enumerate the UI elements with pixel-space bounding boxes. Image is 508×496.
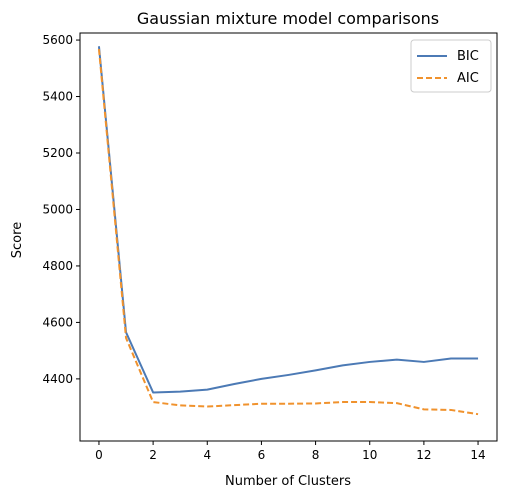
plot-frame [79,32,498,442]
y-axis-label: Score [10,222,25,258]
chart-title: Gaussian mixture model comparisons [137,9,439,28]
series-layer [97,46,479,416]
legend-box [410,39,492,93]
legend: BIC AIC [410,39,492,93]
y-axis: 4400 4600 4800 5000 5200 5400 5600 [42,33,80,386]
series-line-aic [97,48,479,416]
x-tick-label: 2 [149,448,157,462]
y-tick-label: 5000 [42,202,73,216]
x-tick-label: 14 [470,448,485,462]
y-tick-label: 5600 [42,33,73,47]
series-line-bic [97,46,479,394]
x-tick-label: 8 [312,448,320,462]
x-axis: 0 2 4 6 8 10 12 14 [95,441,486,462]
legend-label-bic: BIC [457,49,479,64]
y-tick-label: 5400 [42,90,73,104]
x-tick-label: 6 [258,448,266,462]
y-tick-label: 4400 [42,372,73,386]
x-tick-label: 12 [416,448,431,462]
x-tick-label: 0 [95,448,103,462]
legend-label-aic: AIC [457,71,479,86]
x-tick-label: 4 [203,448,211,462]
y-tick-label: 4800 [42,259,73,273]
y-tick-label: 4600 [42,315,73,329]
y-tick-label: 5200 [42,146,73,160]
x-axis-label: Number of Clusters [225,474,351,489]
x-tick-label: 10 [362,448,377,462]
